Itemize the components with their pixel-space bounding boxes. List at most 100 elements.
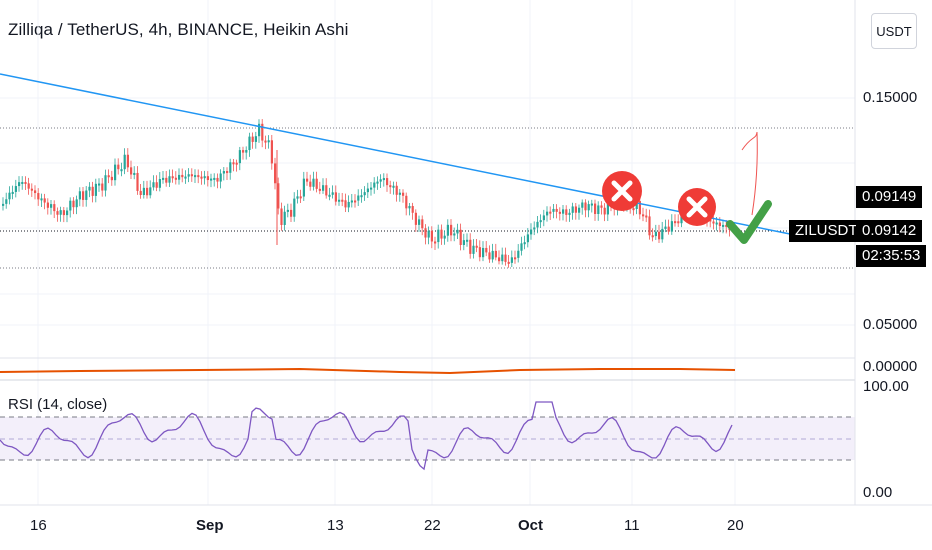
candle-body <box>194 175 197 178</box>
candle-body <box>382 178 385 181</box>
candle-body <box>222 171 225 174</box>
candle-body <box>462 240 465 245</box>
candle-body <box>542 215 545 221</box>
candle-body <box>283 211 286 225</box>
candle-body <box>440 229 443 239</box>
candle-body <box>578 207 581 213</box>
candle-body <box>648 216 651 236</box>
candle-body <box>30 188 33 191</box>
candle-body <box>478 247 481 258</box>
candle-body <box>40 198 43 201</box>
candle-body <box>27 183 30 189</box>
candle-body <box>72 200 75 208</box>
candle-body <box>411 206 414 213</box>
candle-body <box>405 195 408 209</box>
candle-body <box>389 185 392 188</box>
candle-body <box>286 209 289 212</box>
candle-body <box>338 199 341 202</box>
candle-body <box>427 230 430 238</box>
candle-body <box>69 200 72 211</box>
candle-body <box>562 209 565 214</box>
candle-body <box>443 235 446 239</box>
candle-body <box>469 239 472 254</box>
candle-body <box>357 195 360 201</box>
candle-body <box>184 176 187 179</box>
candle-body <box>50 204 53 208</box>
candle-body <box>664 226 667 229</box>
candle-body <box>536 221 539 228</box>
candle-body <box>130 167 133 175</box>
candle-body <box>392 185 395 188</box>
candle-body <box>661 228 664 240</box>
time-axis-tick: 16 <box>30 517 47 534</box>
candle-body <box>245 150 248 153</box>
candle-body <box>114 164 117 181</box>
price-axis-label: 0.05000 <box>863 316 918 333</box>
candle-body <box>88 186 91 191</box>
candle-body <box>603 207 606 215</box>
candle-body <box>94 183 97 196</box>
candle-body <box>334 192 337 202</box>
candle-body <box>315 178 318 189</box>
candle-body <box>520 243 523 251</box>
candle-body <box>350 200 353 203</box>
candle-body <box>395 185 398 195</box>
candle-body <box>466 239 469 242</box>
candle-body <box>453 233 456 236</box>
candle-body <box>725 224 728 227</box>
candle-body <box>302 178 305 197</box>
candle-body <box>526 234 529 243</box>
candle-body <box>590 203 593 206</box>
candle-body <box>46 202 49 208</box>
candle-body <box>546 211 549 216</box>
candle-body <box>328 194 331 197</box>
candle-body <box>14 186 17 192</box>
candle-body <box>418 219 421 225</box>
candle-body <box>136 172 139 191</box>
candle-body <box>606 201 609 215</box>
candle-body <box>408 206 411 209</box>
candle-body <box>2 203 5 206</box>
candle-body <box>514 257 517 260</box>
grid-horizontal <box>0 97 855 326</box>
countdown-tag: 02:35:53 <box>856 245 927 267</box>
candle-body <box>85 190 88 200</box>
candle-body <box>568 212 571 215</box>
candle-body <box>437 229 440 243</box>
candle-body <box>213 177 216 180</box>
candle-body <box>530 229 533 235</box>
candle-body <box>402 192 405 196</box>
time-axis-tick: 22 <box>424 517 441 534</box>
candle-body <box>155 182 158 188</box>
candle-body <box>206 176 209 181</box>
candle-body <box>712 221 715 224</box>
candle-body <box>517 250 520 258</box>
candle-body <box>373 182 376 188</box>
candle-body <box>379 179 382 182</box>
confirmation-check-mark <box>726 200 772 244</box>
candle-body <box>235 162 238 165</box>
candle-body <box>456 229 459 234</box>
candle-body <box>718 222 721 227</box>
candle-body <box>66 210 69 216</box>
candle-body <box>318 188 321 191</box>
candle-body <box>126 154 129 168</box>
rsi-title[interactable]: RSI (14, close) <box>8 396 108 413</box>
candle-body <box>197 175 200 178</box>
candle-body <box>274 163 277 184</box>
candle-body <box>248 136 251 151</box>
candle-body <box>254 136 257 142</box>
currency-button[interactable]: USDT <box>871 13 917 49</box>
candle-body <box>424 228 427 238</box>
candle-body <box>78 191 81 200</box>
candle-body <box>341 199 344 202</box>
candle-body <box>59 210 62 215</box>
candle-body <box>56 211 59 215</box>
candle-body <box>482 247 485 258</box>
candle-body <box>216 177 219 182</box>
candle-body <box>277 183 280 209</box>
candle-body <box>210 178 213 181</box>
candle-body <box>11 191 14 194</box>
price-axis-label: 0.00000 <box>863 358 918 375</box>
